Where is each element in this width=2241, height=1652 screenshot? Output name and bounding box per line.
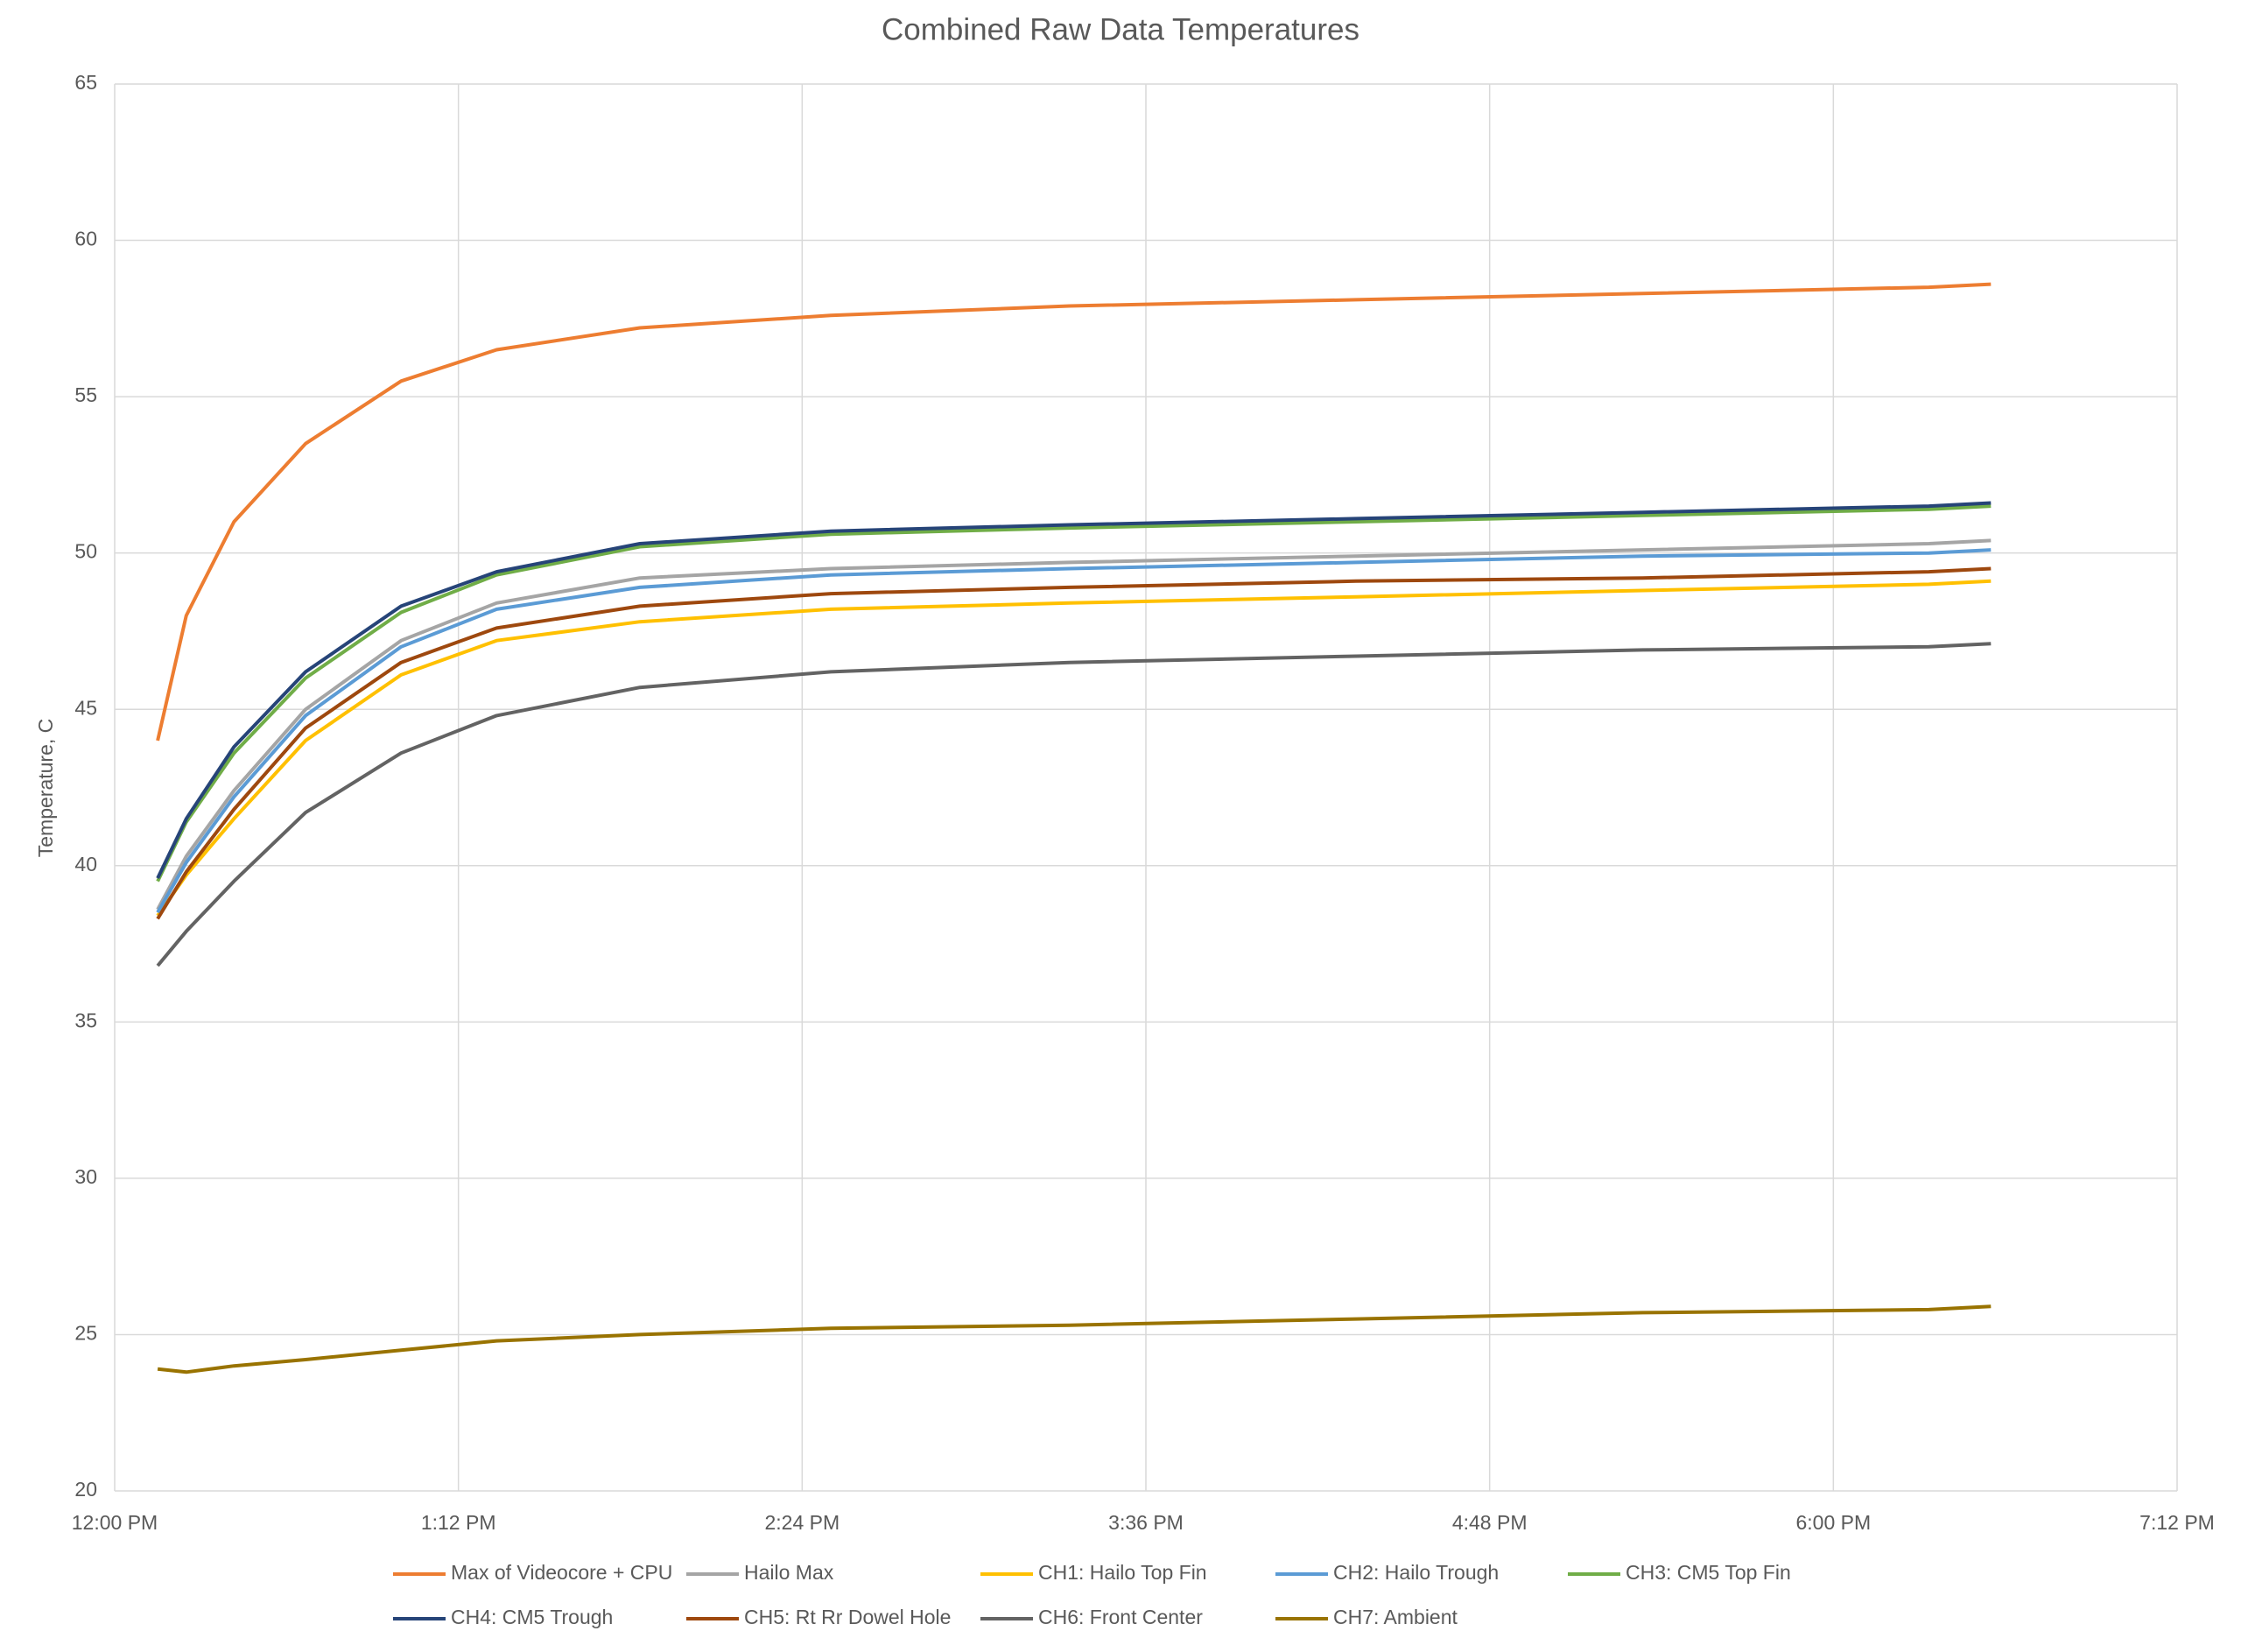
series-line xyxy=(156,538,1992,910)
x-tick-label: 1:12 PM xyxy=(421,1511,496,1534)
chart-title: Combined Raw Data Temperatures xyxy=(882,12,1359,46)
series-line xyxy=(156,579,1992,917)
series-line xyxy=(156,501,1992,879)
series-line xyxy=(157,1304,1992,1374)
x-tick-label: 2:24 PM xyxy=(765,1511,840,1534)
y-tick-label: 35 xyxy=(74,1009,97,1031)
x-tick-label: 6:00 PM xyxy=(1796,1511,1872,1534)
x-tick-label: 4:48 PM xyxy=(1452,1511,1528,1534)
legend-label: CH7: Ambient xyxy=(1333,1606,1458,1628)
y-axis-label: Temperature, C xyxy=(34,719,57,858)
legend-label: CH2: Hailo Trough xyxy=(1333,1561,1499,1584)
legend-label: CH5: Rt Rr Dowel Hole xyxy=(744,1606,951,1628)
y-tick-label: 60 xyxy=(74,228,97,250)
y-tick-label: 25 xyxy=(74,1322,97,1345)
y-tick-label: 50 xyxy=(74,540,97,563)
series-line xyxy=(156,548,1992,914)
y-tick-label: 45 xyxy=(74,696,97,719)
y-tick-label: 55 xyxy=(74,383,97,406)
legend-label: CH1: Hailo Top Fin xyxy=(1038,1561,1207,1584)
series-line xyxy=(156,642,1992,967)
x-tick-label: 3:36 PM xyxy=(1108,1511,1184,1534)
series-line xyxy=(156,282,1992,742)
y-tick-label: 40 xyxy=(74,853,97,875)
y-tick-label: 65 xyxy=(74,71,97,94)
legend-label: CH6: Front Center xyxy=(1038,1606,1203,1628)
y-tick-label: 30 xyxy=(74,1165,97,1188)
x-tick-label: 12:00 PM xyxy=(72,1511,158,1534)
y-tick-label: 20 xyxy=(74,1478,97,1501)
series-line xyxy=(156,566,1992,920)
legend-label: CH4: CM5 Trough xyxy=(451,1606,613,1628)
series-line xyxy=(156,504,1992,882)
legend-label: Max of Videocore + CPU xyxy=(451,1561,672,1584)
legend-label: Hailo Max xyxy=(744,1561,834,1584)
legend-label: CH3: CM5 Top Fin xyxy=(1626,1561,1791,1584)
x-tick-label: 7:12 PM xyxy=(2139,1511,2215,1534)
